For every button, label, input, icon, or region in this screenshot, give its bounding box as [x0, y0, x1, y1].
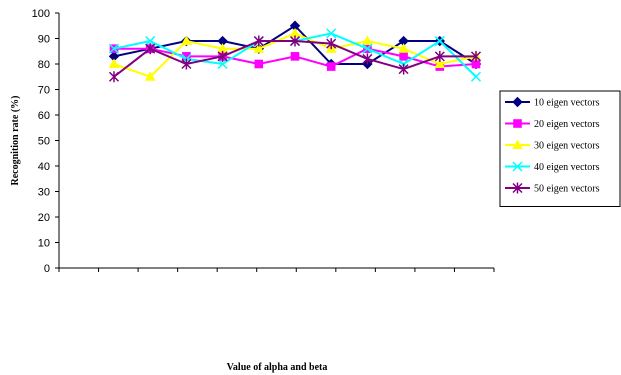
data-point: [108, 71, 120, 83]
legend-item: 30 eigen vectors: [505, 139, 600, 152]
data-point: [434, 58, 446, 68]
legend-label: 50 eigen vectors: [534, 184, 600, 195]
data-point: [326, 62, 336, 71]
legend-label: 40 eigen vectors: [534, 162, 600, 173]
data-point: [290, 52, 300, 61]
data-point: [144, 71, 156, 81]
data-point: [145, 36, 156, 47]
data-point: [470, 50, 482, 62]
axes: 0 10 20 30 40 50 60 70 80 90 100: [32, 8, 495, 275]
data-point: [326, 38, 337, 50]
x-axis-title: Value of alpha and beta: [227, 362, 328, 373]
legend-marker: [513, 119, 522, 128]
data-point: [181, 35, 192, 46]
data-point: [145, 43, 156, 55]
data-point: [398, 63, 409, 75]
data-point: [108, 43, 120, 54]
y-axis-title: Recognition rate (%): [10, 96, 21, 186]
data-point: [253, 43, 265, 53]
legend-marker: [512, 161, 523, 172]
data-point: [434, 50, 445, 62]
y-tick-label: 60: [38, 110, 50, 122]
y-tick-label: 30: [38, 187, 50, 199]
legend-label: 10 eigen vectors: [534, 98, 600, 109]
y-tick-label: 80: [38, 59, 50, 71]
y-tick-label: 90: [38, 34, 50, 46]
y-tick-label: 100: [32, 8, 50, 20]
data-point: [362, 35, 373, 46]
y-tick-label: 70: [38, 85, 50, 97]
legend-marker: [512, 182, 523, 194]
data-point: [289, 35, 301, 47]
data-point: [253, 35, 264, 47]
legend-marker: [512, 139, 523, 149]
y-tick-label: 40: [38, 161, 50, 173]
legend: 10 eigen vectors 20 eigen vectors 30 eigen…: [499, 90, 621, 207]
data-point: [254, 59, 264, 69]
legend-label: 30 eigen vectors: [534, 141, 600, 152]
data-point: [181, 58, 192, 70]
y-tick-label: 20: [38, 212, 50, 224]
data-point: [470, 71, 482, 82]
y-tick-label: 0: [44, 263, 50, 275]
legend-item: 20 eigen vectors: [505, 119, 600, 130]
data-point: [326, 28, 337, 39]
legend-item: 10 eigen vectors: [505, 96, 600, 109]
data-point: [434, 36, 445, 47]
data-point: [362, 53, 373, 65]
data-point: [399, 52, 408, 61]
data-point: [108, 58, 120, 68]
legend-item: 50 eigen vectors: [505, 182, 600, 195]
data-point: [362, 43, 373, 54]
y-tick-label: 10: [38, 238, 50, 250]
data-point: [217, 50, 228, 62]
data-point: [217, 58, 228, 70]
series-5: [108, 35, 482, 83]
legend-marker: [512, 96, 523, 108]
y-tick-label: 50: [38, 136, 50, 148]
data-point: [398, 43, 409, 53]
legend-label: 20 eigen vectors: [534, 119, 600, 130]
legend-item: 40 eigen vectors: [505, 161, 600, 173]
series-group: [108, 20, 482, 83]
